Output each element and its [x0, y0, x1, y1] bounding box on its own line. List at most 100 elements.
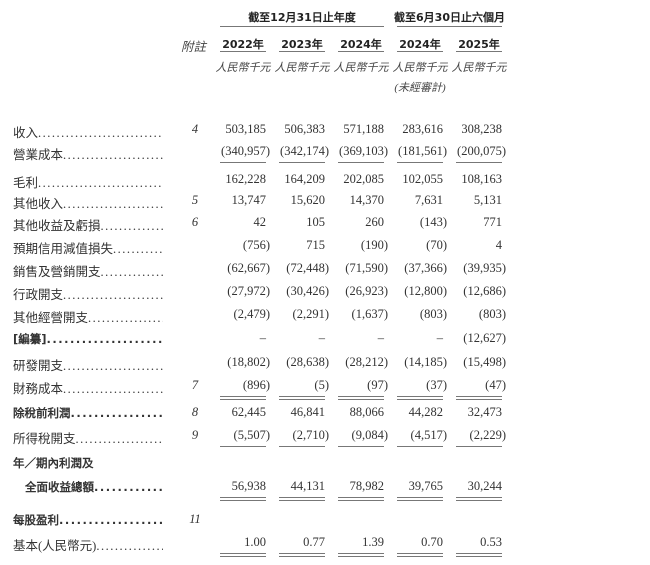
row-value: (5) [314, 378, 329, 392]
row-value: 14,370 [349, 193, 384, 207]
row-value: 44,131 [290, 479, 325, 493]
row-label: 每股盈利.............................. [13, 512, 163, 528]
total-double-rule [338, 497, 384, 501]
header-rule [220, 26, 384, 27]
row-value: (340,957) [221, 144, 270, 158]
total-double-rule [456, 497, 502, 501]
row-value: 56,938 [231, 479, 266, 493]
row-label: 除稅前利潤.............................. [13, 405, 163, 421]
row-value: (71,590) [345, 261, 388, 275]
row-label: 全面收益總額.............................. [13, 479, 163, 495]
total-double-rule [220, 396, 266, 400]
row-value: 32,473 [467, 405, 502, 419]
row-label-text: 所得稅開支 [13, 432, 76, 446]
total-double-rule [279, 497, 325, 501]
row-value: (803) [419, 307, 447, 321]
row-value: (15,498) [463, 355, 506, 369]
row-value: (72,448) [286, 261, 329, 275]
row-value: 715 [306, 238, 325, 252]
row-value: 102,055 [402, 172, 443, 186]
row-value: 15,620 [290, 193, 325, 207]
year-header: 2024年 [399, 38, 441, 51]
row-value: – [318, 331, 325, 345]
table-row: 研發開支.............................. (18,80… [0, 355, 650, 375]
year-header: 2025年 [458, 38, 500, 51]
row-value: (200,075) [457, 144, 506, 158]
total-double-rule [456, 396, 502, 400]
row-value: (5,507) [233, 428, 270, 442]
leader-dots: .............................. [59, 513, 163, 527]
row-label-text: 年／期內利潤及 [13, 456, 94, 470]
year-header: 2022年 [222, 38, 264, 51]
row-value: 13,747 [231, 193, 266, 207]
row-value: 0.77 [303, 535, 325, 549]
row-value: (47) [485, 378, 506, 392]
row-label-text: 研發開支 [13, 359, 64, 373]
year-header: 2024年 [340, 38, 382, 51]
row-label-text: 收入 [13, 126, 39, 140]
leader-dots: .............................. [38, 126, 163, 140]
leader-dots: .............................. [63, 148, 163, 162]
leader-dots: .............................. [100, 219, 163, 233]
table-row: 毛利.............................. 162,228 1… [0, 172, 650, 192]
total-double-rule [397, 553, 443, 557]
row-label: [編纂].............................. [13, 331, 163, 347]
row-value: 4 [495, 238, 502, 252]
total-double-rule [220, 497, 266, 501]
leader-dots: .............................. [63, 288, 163, 302]
currency-unit: 人民幣千元 [392, 62, 448, 74]
row-value: (27,972) [227, 284, 270, 298]
leader-dots: .............................. [113, 242, 163, 256]
row-label: 毛利.............................. [13, 172, 163, 191]
row-label-text: 預期信用減值損失 [13, 242, 114, 256]
year-rule [456, 51, 502, 52]
table-row: 行政開支.............................. (27,97… [0, 284, 650, 304]
row-value: 571,188 [343, 122, 384, 136]
subtotal-rule [279, 162, 325, 163]
currency-unit: 人民幣千元 [274, 62, 330, 74]
row-label: 營業成本.............................. [13, 144, 163, 163]
row-value: (62,667) [227, 261, 270, 275]
total-double-rule [220, 553, 266, 557]
row-value: (37) [426, 378, 447, 392]
row-value: 44,282 [408, 405, 443, 419]
row-label: 年／期內利潤及 [13, 455, 163, 471]
row-value: (2,479) [233, 307, 270, 321]
row-value: (342,174) [280, 144, 329, 158]
subtotal-rule [397, 162, 443, 163]
subtotal-rule [456, 162, 502, 163]
currency-unit: 人民幣千元 [215, 62, 271, 74]
table-row: 其他收益及虧損.............................. 6 42… [0, 215, 650, 235]
table-row: 其他收入.............................. 5 13,74… [0, 193, 650, 213]
row-label-text: 除稅前利潤 [13, 406, 71, 420]
row-value: (28,212) [345, 355, 388, 369]
row-value: 46,841 [290, 405, 325, 419]
leader-dots: .............................. [96, 539, 163, 553]
leader-dots: .............................. [70, 406, 164, 420]
total-double-rule [279, 553, 325, 557]
leader-dots: .............................. [46, 332, 163, 346]
row-value: 260 [365, 215, 384, 229]
leader-dots: .............................. [75, 432, 163, 446]
subtotal-rule [220, 162, 266, 163]
row-value: 503,185 [225, 122, 266, 136]
leader-dots: .............................. [38, 176, 163, 190]
row-value: 42 [253, 215, 267, 229]
row-value: – [259, 331, 266, 345]
row-label-text: 基本(人民幣元) [13, 539, 97, 553]
row-label-text: 銷售及營銷開支 [13, 265, 101, 279]
row-value: (4,517) [410, 428, 447, 442]
row-value: (181,561) [398, 144, 447, 158]
row-value: (756) [242, 238, 270, 252]
row-value: 7,631 [414, 193, 443, 207]
total-double-rule [338, 396, 384, 400]
row-label: 其他收入.............................. [13, 193, 163, 212]
row-value: (190) [360, 238, 388, 252]
table-row: 營業成本.............................. (340,9… [0, 144, 650, 164]
subtotal-rule [338, 446, 384, 447]
row-value: 1.39 [362, 535, 384, 549]
table-row: 全面收益總額.............................. 56,9… [0, 479, 650, 499]
row-value: (14,185) [404, 355, 447, 369]
total-double-rule [338, 553, 384, 557]
table-row: 收入.............................. 4 503,185… [0, 122, 650, 142]
